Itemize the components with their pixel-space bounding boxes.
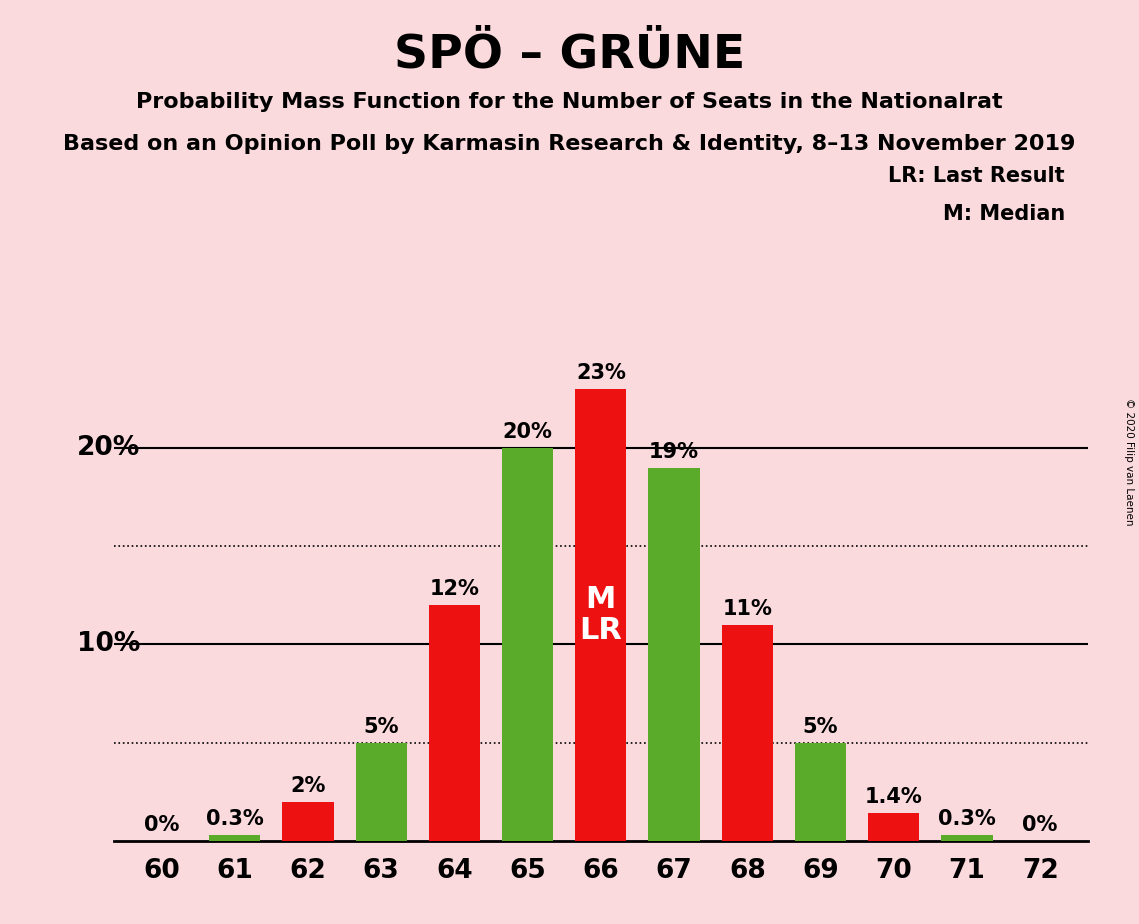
Bar xyxy=(868,813,919,841)
Text: © 2020 Filip van Laenen: © 2020 Filip van Laenen xyxy=(1124,398,1133,526)
Bar xyxy=(941,835,992,841)
Text: 12%: 12% xyxy=(429,579,480,600)
Text: 0%: 0% xyxy=(1023,815,1058,835)
Text: 20%: 20% xyxy=(77,435,140,461)
Text: M
LR: M LR xyxy=(580,585,622,645)
Bar xyxy=(722,625,773,841)
Text: 19%: 19% xyxy=(649,442,699,462)
Text: 5%: 5% xyxy=(363,717,399,736)
Text: 5%: 5% xyxy=(803,717,838,736)
Bar xyxy=(575,389,626,841)
Bar xyxy=(355,743,407,841)
Bar xyxy=(282,802,334,841)
Text: 10%: 10% xyxy=(77,631,140,658)
Bar xyxy=(210,835,261,841)
Text: 0.3%: 0.3% xyxy=(939,809,995,829)
Bar xyxy=(648,468,699,841)
Text: LR: Last Result: LR: Last Result xyxy=(888,166,1065,187)
Text: 0.3%: 0.3% xyxy=(206,809,263,829)
Text: M: Median: M: Median xyxy=(943,204,1065,225)
Bar xyxy=(795,743,846,841)
Text: 11%: 11% xyxy=(722,599,772,619)
Bar xyxy=(428,605,480,841)
Bar xyxy=(502,448,554,841)
Text: 1.4%: 1.4% xyxy=(865,787,923,808)
Text: 20%: 20% xyxy=(502,422,552,443)
Text: SPÖ – GRÜNE: SPÖ – GRÜNE xyxy=(394,32,745,78)
Text: 2%: 2% xyxy=(290,775,326,796)
Text: Based on an Opinion Poll by Karmasin Research & Identity, 8–13 November 2019: Based on an Opinion Poll by Karmasin Res… xyxy=(64,134,1075,154)
Text: Probability Mass Function for the Number of Seats in the Nationalrat: Probability Mass Function for the Number… xyxy=(137,92,1002,113)
Text: 0%: 0% xyxy=(144,815,179,835)
Text: 23%: 23% xyxy=(576,363,625,383)
